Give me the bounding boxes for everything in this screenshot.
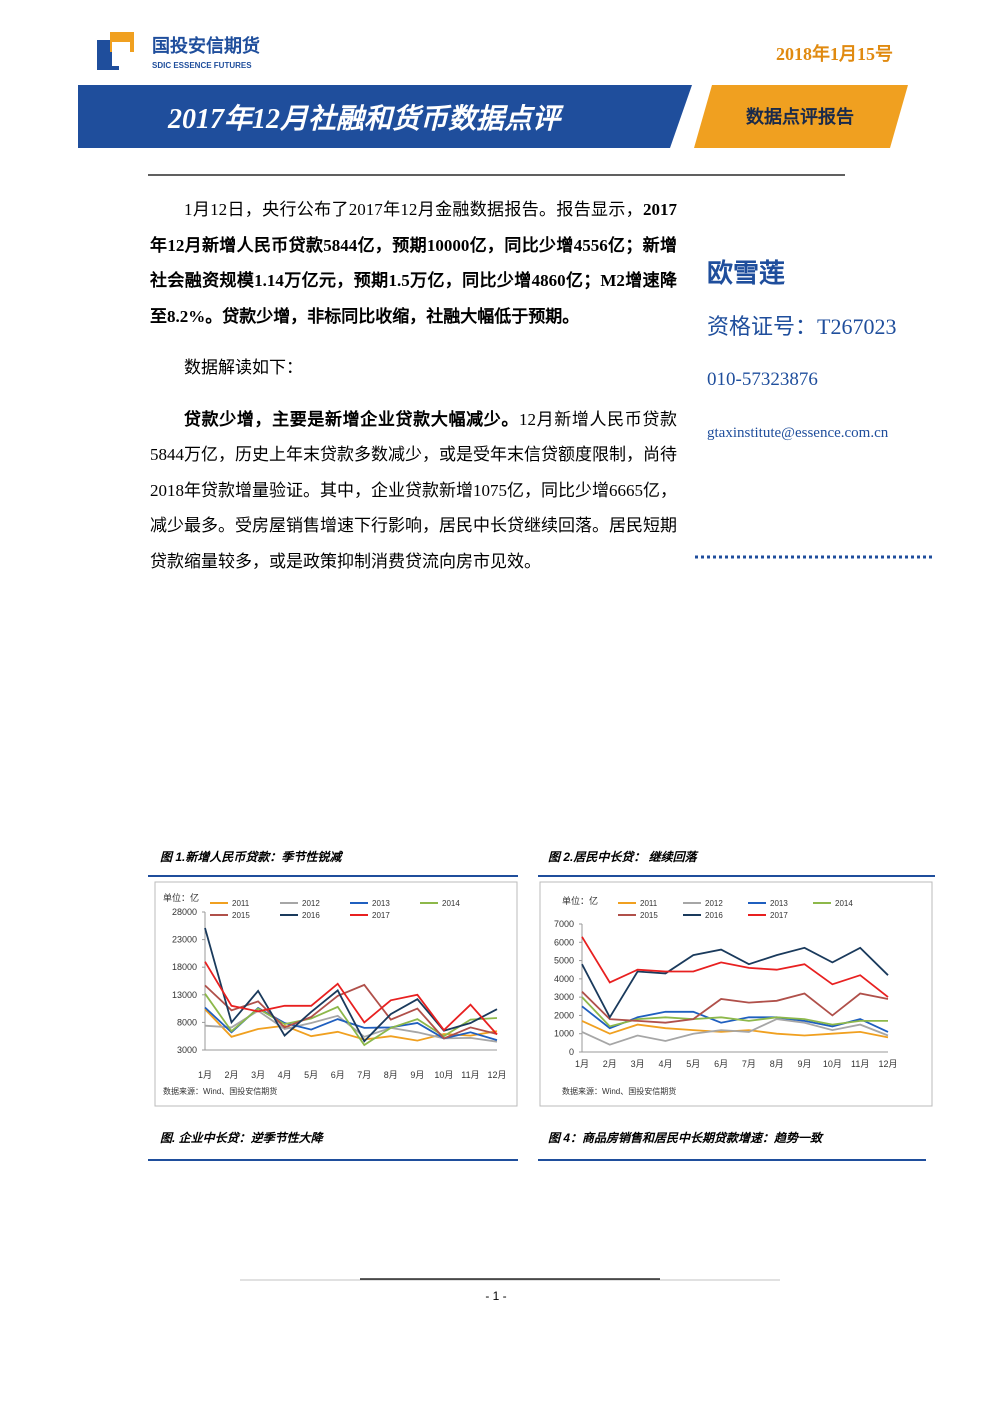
y-tick-label: 5000 bbox=[554, 956, 574, 966]
y-tick-label: 18000 bbox=[172, 962, 197, 972]
y-tick-label: 4000 bbox=[554, 974, 574, 984]
y-tick-label: 23000 bbox=[172, 935, 197, 945]
y-tick-label: 6000 bbox=[554, 937, 574, 947]
series-line bbox=[581, 936, 889, 998]
chart-frame bbox=[539, 881, 933, 1107]
x-tick-label: 4月 bbox=[658, 1059, 672, 1069]
x-tick-label: 3月 bbox=[251, 1070, 265, 1080]
y-tick-label: 8000 bbox=[177, 1017, 197, 1027]
legend-label: 2013 bbox=[770, 899, 788, 908]
x-tick-label: 5月 bbox=[686, 1059, 700, 1069]
x-tick-label: 11月 bbox=[461, 1070, 479, 1080]
author-license: 资格证号：T267023 bbox=[707, 314, 896, 339]
chart-frame bbox=[154, 881, 518, 1107]
y-tick-label: 13000 bbox=[172, 990, 197, 1000]
legend-label: 2012 bbox=[302, 899, 320, 908]
series-line bbox=[581, 1018, 889, 1046]
author-email: gtaxinstitute@essence.com.cn bbox=[707, 425, 889, 441]
page-number: - 1 - bbox=[485, 1289, 506, 1303]
x-tick-label: 6月 bbox=[714, 1059, 728, 1069]
series-line bbox=[581, 946, 889, 1020]
report-title: 2017年12月社融和货币数据点评 bbox=[167, 103, 564, 135]
x-tick-label: 12月 bbox=[878, 1059, 897, 1069]
legend-label: 2014 bbox=[835, 899, 853, 908]
y-tick-label: 2000 bbox=[554, 1010, 574, 1020]
x-tick-label: 11月 bbox=[851, 1059, 869, 1069]
figure-caption: 图 2.居民中长贷： 继续回落 bbox=[548, 850, 699, 864]
logo-block bbox=[112, 42, 130, 66]
x-tick-label: 10月 bbox=[434, 1070, 453, 1080]
legend-label: 2011 bbox=[232, 899, 250, 908]
report-type: 数据点评报告 bbox=[746, 106, 854, 127]
x-tick-label: 1月 bbox=[198, 1070, 212, 1080]
x-tick-label: 6月 bbox=[331, 1070, 345, 1080]
x-tick-label: 5月 bbox=[304, 1070, 318, 1080]
series-line bbox=[204, 993, 498, 1047]
title-banner bbox=[78, 85, 692, 148]
x-tick-label: 10月 bbox=[823, 1059, 842, 1069]
figure-caption: 图 1.新增人民币贷款：季节性锐减 bbox=[160, 850, 343, 864]
series-line bbox=[204, 927, 498, 1043]
x-tick-label: 7月 bbox=[742, 1059, 756, 1069]
unit-label: 单位：亿 bbox=[163, 892, 199, 903]
y-tick-label: 3000 bbox=[554, 992, 574, 1002]
y-tick-label: 1000 bbox=[554, 1029, 574, 1039]
unit-label: 单位：亿 bbox=[562, 895, 598, 906]
text: 12月新增人民币贷款5844万亿，历史上年末贷款多数减少，或是受年末信贷额度限制… bbox=[150, 409, 678, 571]
bold-text: 2017年12月新增人民币贷款5844亿，预期10000亿，同比少增4556亿；… bbox=[150, 200, 677, 326]
paragraph: 1月12日，央行公布了2017年12月金融数据报告。报告显示，2017年12月新… bbox=[150, 192, 677, 334]
type-banner bbox=[694, 85, 908, 148]
legend-label: 2016 bbox=[302, 911, 320, 920]
series-line bbox=[204, 983, 498, 1040]
series-line bbox=[204, 961, 498, 1036]
x-tick-label: 4月 bbox=[278, 1070, 292, 1080]
legend-label: 2015 bbox=[640, 911, 658, 920]
author-name: 欧雪莲 bbox=[707, 258, 785, 288]
x-tick-label: 2月 bbox=[225, 1070, 239, 1080]
text: 数据解读如下： bbox=[184, 358, 303, 377]
legend-label: 2017 bbox=[770, 911, 788, 920]
logo-cn: 国投安信期货 bbox=[152, 35, 260, 56]
x-tick-label: 7月 bbox=[357, 1070, 371, 1080]
logo-en: SDIC ESSENCE FUTURES bbox=[152, 61, 252, 70]
x-tick-label: 8月 bbox=[384, 1070, 398, 1080]
legend-label: 2015 bbox=[232, 911, 250, 920]
figure-caption: 图 4：商品房销售和居民中长期贷款增速：趋势一致 bbox=[548, 1131, 824, 1145]
x-tick-label: 3月 bbox=[631, 1059, 645, 1069]
x-tick-label: 2月 bbox=[603, 1059, 617, 1069]
y-tick-label: 7000 bbox=[554, 919, 574, 929]
text: 1月12日，央行公布了2017年12月金融数据报告。报告显示， bbox=[184, 200, 643, 219]
series-line bbox=[581, 991, 889, 1024]
source-note: 数据来源：Wind、国投安信期货 bbox=[562, 1086, 676, 1096]
legend-label: 2012 bbox=[705, 899, 723, 908]
x-tick-label: 9月 bbox=[798, 1059, 812, 1069]
y-tick-label: 0 bbox=[569, 1047, 574, 1057]
x-tick-label: 12月 bbox=[487, 1070, 506, 1080]
x-tick-label: 8月 bbox=[770, 1059, 784, 1069]
legend-label: 2013 bbox=[372, 899, 390, 908]
y-tick-label: 3000 bbox=[177, 1045, 197, 1055]
y-tick-label: 28000 bbox=[172, 907, 197, 917]
legend-label: 2014 bbox=[442, 899, 460, 908]
legend-label: 2016 bbox=[705, 911, 723, 920]
report-date: 2018年1月15号 bbox=[776, 43, 893, 64]
legend-label: 2017 bbox=[372, 911, 390, 920]
x-tick-label: 9月 bbox=[410, 1070, 424, 1080]
paragraph: 数据解读如下： bbox=[150, 350, 677, 386]
figure-caption: 图. 企业中长贷：逆季节性大降 bbox=[160, 1131, 325, 1145]
source-note: 数据来源：Wind、国投安信期货 bbox=[163, 1086, 277, 1096]
bold-text: 贷款少增，主要是新增企业贷款大幅减少。 bbox=[184, 409, 519, 429]
legend-label: 2011 bbox=[640, 899, 658, 908]
author-phone: 010-57323876 bbox=[707, 369, 818, 390]
body-text: 1月12日，央行公布了2017年12月金融数据报告。报告显示，2017年12月新… bbox=[150, 192, 677, 595]
x-tick-label: 1月 bbox=[575, 1059, 589, 1069]
paragraph: 贷款少增，主要是新增企业贷款大幅减少。12月新增人民币贷款5844万亿，历史上年… bbox=[150, 402, 677, 580]
